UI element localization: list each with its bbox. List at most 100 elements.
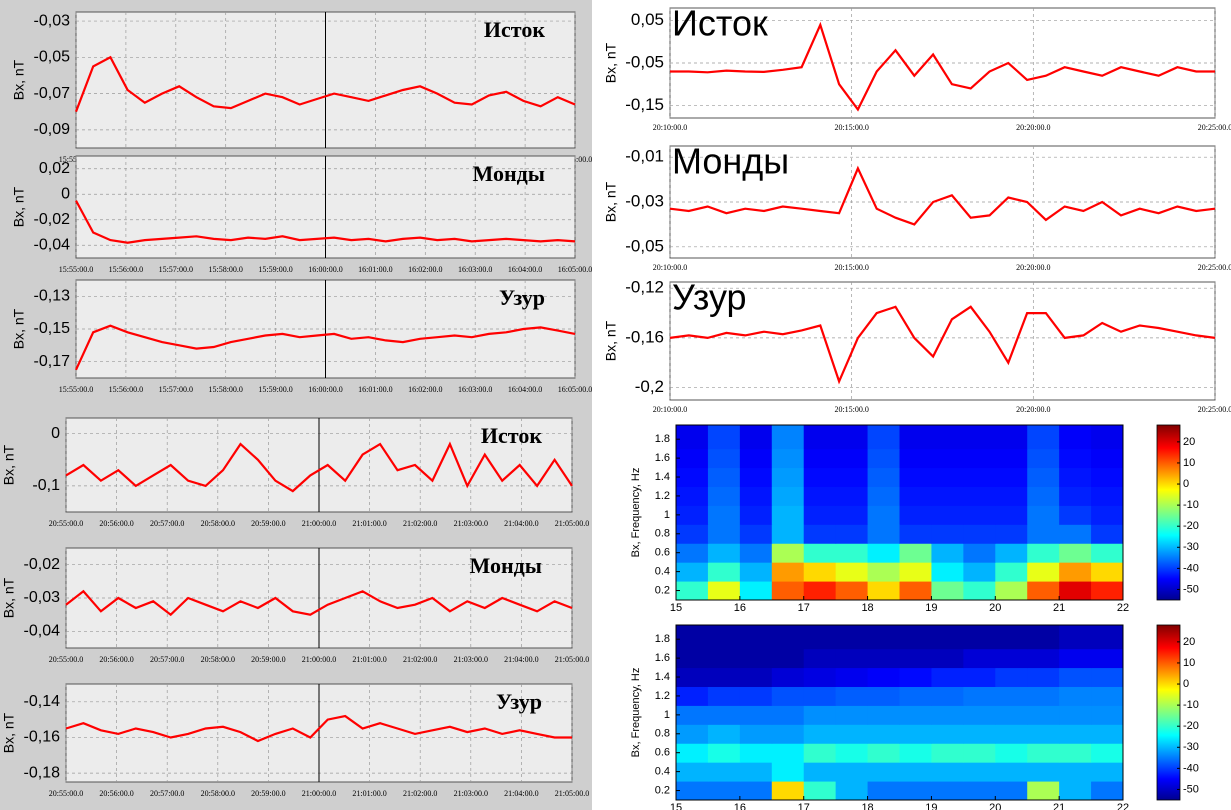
- heatmap-cell: [995, 505, 1028, 525]
- y-tick-label: 0: [61, 185, 70, 202]
- heatmap-cell: [835, 505, 869, 525]
- heatmap-cell: [899, 686, 932, 706]
- heatmap-cell: [676, 781, 709, 801]
- x-tick-label: 21:05:00.0: [555, 519, 589, 528]
- heatmap-cell: [707, 625, 741, 650]
- heatmap-cell: [707, 543, 741, 563]
- heatmap-cell: [739, 505, 773, 525]
- heatmap-cell: [931, 543, 964, 563]
- x-tick-label: 20:25:00.0: [1198, 123, 1231, 132]
- panel-title: Монды: [672, 141, 789, 182]
- x-tick-label: 15:59:00.0: [258, 385, 292, 394]
- x-tick-label: 21:00:00.0: [302, 519, 336, 528]
- x-tick-label: 21:03:00.0: [454, 519, 488, 528]
- plot-frame: [675, 424, 1124, 601]
- panel-title: Исток: [672, 3, 768, 44]
- x-tick-label: 16: [734, 802, 746, 810]
- x-tick-label: 20:56:00.0: [99, 655, 133, 664]
- heatmap-cell: [1059, 625, 1092, 650]
- y-tick-label: -0,04: [24, 623, 61, 640]
- y-tick-label: 0.2: [655, 584, 670, 596]
- heatmap-cell: [835, 705, 869, 725]
- x-tick-label: 20:15:00.0: [834, 263, 868, 272]
- x-tick-label: 18: [861, 802, 873, 810]
- heatmap-cell: [676, 524, 709, 544]
- colorbar-tick-label: -10: [1183, 499, 1199, 511]
- y-tick-label: -0,05: [625, 236, 664, 255]
- x-tick-label: 16:03:00.0: [458, 385, 492, 394]
- data-line: [75, 200, 576, 244]
- heatmap-cell: [963, 467, 996, 487]
- heatmap-cell: [1091, 505, 1124, 525]
- y-tick-label: 0.8: [655, 728, 670, 740]
- heatmap-cell: [931, 581, 964, 601]
- x-tick-label: 15:58:00.0: [208, 385, 242, 394]
- x-tick-label: 21:02:00.0: [403, 655, 437, 664]
- x-tick-label: 21:04:00.0: [504, 519, 538, 528]
- y-axis-label: Bx, nT: [11, 186, 27, 227]
- heatmap-cell: [739, 425, 773, 450]
- heatmap-cell: [771, 625, 805, 650]
- heatmap-cell: [1059, 581, 1092, 601]
- heatmap-cell: [867, 543, 900, 563]
- y-tick-label: 1.4: [655, 471, 670, 483]
- heatmap-cell: [995, 425, 1028, 450]
- heatmap-cell: [835, 762, 869, 782]
- heatmap-cell: [1059, 543, 1092, 563]
- panel-title: Исток: [484, 17, 545, 42]
- heatmap-cell: [995, 705, 1028, 725]
- y-tick-label: 1.6: [655, 652, 670, 664]
- heatmap-cell: [739, 524, 773, 544]
- heatmap-cell: [771, 505, 805, 525]
- y-tick-label: 1.4: [655, 671, 670, 683]
- y-tick-label: 1.2: [655, 490, 670, 502]
- heatmap-cell: [899, 467, 932, 487]
- colorbar-tick-label: 20: [1183, 636, 1195, 648]
- data-line: [65, 441, 573, 493]
- heatmap-cell: [1091, 705, 1124, 725]
- x-tick-label: 16:02:00.0: [408, 385, 442, 394]
- heatmap-cell: [1091, 724, 1124, 744]
- x-tick-label: 16:03:00.0: [458, 265, 492, 274]
- heatmap-cell: [995, 648, 1028, 669]
- heatmap-cell: [963, 781, 996, 801]
- x-tick-label: 20:59:00.0: [251, 519, 285, 528]
- heatmap-cell: [676, 743, 709, 763]
- y-tick-label: -0,01: [625, 147, 664, 166]
- heatmap-cell: [803, 448, 837, 469]
- heatmap-cell: [1059, 524, 1092, 544]
- y-axis-label: Bx, nT: [11, 59, 27, 100]
- heatmap-cell: [803, 762, 837, 782]
- x-tick-label: 21:03:00.0: [454, 655, 488, 664]
- heatmap-cell: [1091, 524, 1124, 544]
- heatmap-cell: [1091, 743, 1124, 763]
- colorbar-tick-label: -50: [1183, 583, 1199, 595]
- y-axis-label: Bx, nT: [1, 577, 17, 618]
- heatmap-cell: [803, 467, 837, 487]
- heatmap-cell: [1027, 562, 1060, 582]
- x-tick-label: 21: [1053, 802, 1065, 810]
- heatmap-cell: [963, 425, 996, 450]
- x-tick-label: 20:57:00.0: [150, 655, 184, 664]
- x-tick-label: 19: [925, 802, 937, 810]
- x-tick-label: 16:04:00.0: [508, 265, 542, 274]
- heatmap-cell: [995, 686, 1028, 706]
- heatmap-cell: [707, 705, 741, 725]
- y-tick-label: 0: [51, 425, 60, 442]
- x-tick-label: 22: [1117, 802, 1129, 810]
- y-axis-label: Bx, nT: [1, 444, 17, 485]
- x-tick-label: 20:55:00.0: [49, 519, 83, 528]
- heatmap-cell: [835, 448, 869, 469]
- heatmap-cell: [963, 667, 996, 687]
- heatmap-cell: [835, 724, 869, 744]
- heatmap-cell: [995, 667, 1028, 687]
- heatmap-cell: [867, 562, 900, 582]
- heatmap-cell: [739, 562, 773, 582]
- x-tick-label: 21:02:00.0: [403, 519, 437, 528]
- heatmap-cell: [1091, 543, 1124, 563]
- heatmap-cell: [803, 686, 837, 706]
- heatmap-cell: [676, 705, 709, 725]
- heatmap-cell: [1027, 467, 1060, 487]
- heatmap-cell: [867, 467, 900, 487]
